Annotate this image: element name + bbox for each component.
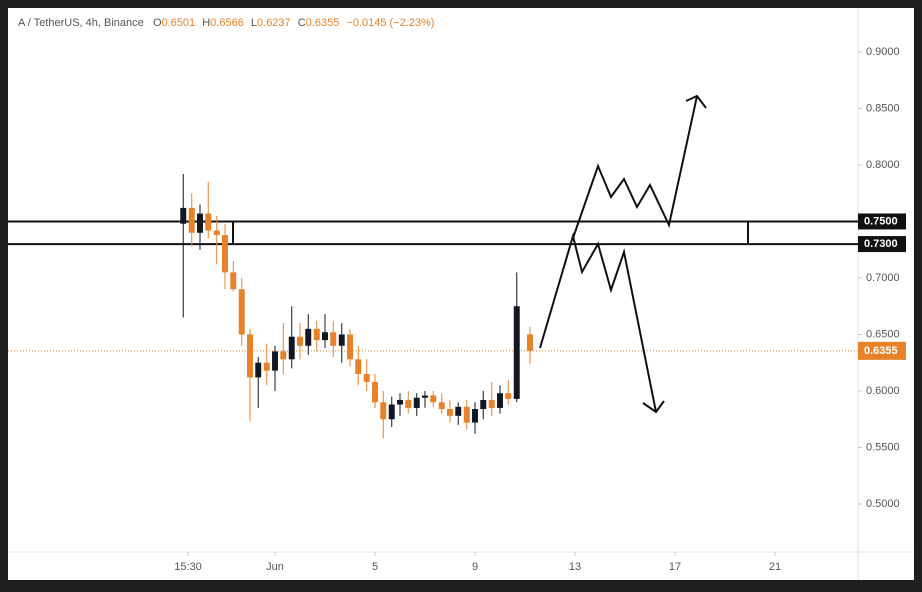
candle-body — [347, 334, 353, 360]
candle-body — [288, 336, 295, 360]
candle-body — [330, 332, 337, 346]
candle-body — [297, 336, 303, 346]
candle-body — [355, 359, 362, 375]
candle-body — [422, 395, 428, 398]
h-label: H — [202, 17, 211, 29]
legend: A / TetherUS, 4h, Binance O0.6501 H0.656… — [18, 17, 438, 29]
x-tick-label: 13 — [569, 561, 581, 573]
x-tick-label: 15:30 — [174, 561, 202, 573]
y-tick-label: 0.5500 — [866, 441, 900, 453]
arrow-head — [642, 400, 665, 414]
y-tick-label: 0.6000 — [866, 385, 900, 397]
change: −0.0145 (−2.23%) — [346, 17, 435, 29]
arrow-head — [685, 94, 707, 109]
candle-body — [230, 272, 237, 290]
c-label: C — [297, 17, 306, 29]
candle-body — [455, 406, 462, 416]
l-value: 0.6237 — [257, 17, 291, 29]
l-label: L — [250, 17, 258, 29]
candle-body — [247, 334, 253, 378]
x-tick-label: 17 — [669, 561, 681, 573]
candle-body — [305, 328, 312, 346]
candle-body — [380, 402, 387, 420]
candle-body — [238, 289, 245, 335]
h-value: 0.6566 — [210, 17, 244, 29]
candle-body — [188, 207, 195, 233]
candle-body — [338, 334, 345, 346]
candle-body — [505, 393, 512, 399]
candle-body — [497, 393, 503, 408]
candle-body — [430, 395, 437, 403]
candle-body — [405, 400, 412, 408]
y-tick-label: 0.8500 — [866, 102, 900, 114]
bear-path — [539, 232, 657, 413]
candle-body — [472, 409, 478, 423]
drawings — [539, 94, 707, 414]
c-value: 0.6355 — [305, 17, 340, 29]
price-label-box — [858, 341, 906, 360]
candle-body — [313, 328, 320, 341]
candle-body — [438, 402, 445, 410]
candle-body — [513, 306, 520, 399]
y-tick-label: 0.6500 — [866, 328, 900, 340]
candle-body — [397, 400, 403, 405]
candle-body — [488, 400, 495, 408]
candle-body — [222, 235, 228, 273]
o-value: 0.6501 — [161, 17, 196, 29]
candle-body — [413, 397, 420, 408]
candle-body — [363, 374, 370, 382]
candle-body — [388, 404, 395, 420]
y-tick-label: 0.8000 — [866, 159, 900, 171]
candle-body — [527, 334, 533, 351]
candle-body — [372, 381, 378, 403]
candle-body — [180, 207, 187, 224]
candle-body — [463, 406, 470, 423]
x-tick-label: 9 — [472, 561, 478, 573]
y-tick-label: 0.7000 — [866, 272, 900, 284]
level-label: 0.7300 — [864, 238, 898, 250]
candle-body — [197, 213, 203, 233]
candle-body — [272, 351, 278, 371]
level-label-box — [858, 236, 906, 253]
candle-body — [213, 230, 220, 236]
level-label-box — [858, 213, 906, 230]
x-tick-label: 21 — [769, 561, 781, 573]
x-tick-label: Jun — [266, 561, 284, 573]
y-tick-label: 0.5000 — [866, 498, 900, 510]
y-tick-label: 0.9000 — [866, 46, 900, 58]
o-label: O — [152, 17, 162, 29]
chart-panel — [8, 8, 914, 580]
bull-path — [572, 95, 698, 239]
candle-body — [447, 409, 453, 416]
candle-body — [322, 332, 328, 341]
candle-body — [280, 351, 287, 360]
symbol: A / TetherUS, 4h, Binance — [18, 17, 144, 29]
candle-body — [255, 362, 262, 378]
price-label: 0.6355 — [864, 345, 898, 357]
level-label: 0.7500 — [864, 215, 898, 227]
candle-body — [205, 213, 212, 231]
candle-body — [263, 362, 270, 371]
x-tick-label: 5 — [372, 561, 378, 573]
candle-body — [480, 400, 487, 410]
